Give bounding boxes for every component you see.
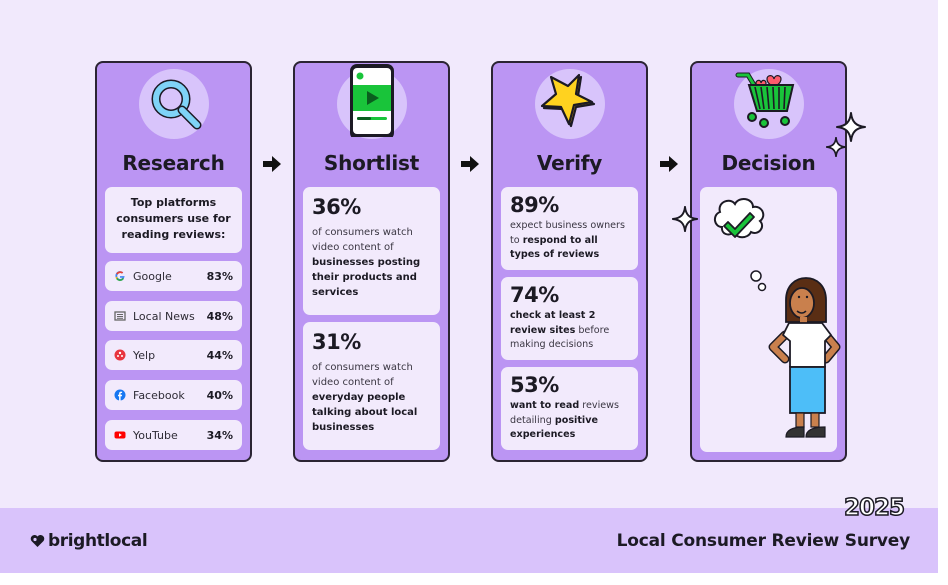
stat-value: 74% [510, 283, 559, 307]
survey-title: Local Consumer Review Survey [616, 531, 911, 551]
platform-name: Yelp [133, 348, 156, 362]
verify-panel: Verify 89% expect business owners to res… [491, 61, 648, 462]
google-icon [114, 270, 126, 282]
arrow-right-icon [461, 156, 479, 172]
platform-name: YouTube [133, 428, 178, 442]
star-icon [540, 73, 595, 128]
stat-description: of consumers watch video content of ever… [312, 362, 418, 433]
sparkle-icon [826, 137, 846, 157]
platform-row-facebook: Facebook 40% [105, 380, 242, 410]
stat-card: 89% expect business owners to respond to… [501, 187, 638, 270]
facebook-icon [114, 389, 126, 401]
platform-name: Local News [133, 309, 195, 323]
stat-card: 74% check at least 2 review sites before… [501, 277, 638, 360]
icon-backdrop [138, 69, 209, 139]
platform-name: Facebook [133, 388, 185, 402]
platform-value: 34% [206, 428, 233, 442]
footer-band [0, 508, 938, 573]
stat-card: 53% want to read reviews detailing posit… [501, 367, 638, 450]
platform-name: Google [133, 269, 172, 283]
stat-description: expect business owners to respond to all… [510, 220, 625, 260]
platform-value: 48% [206, 309, 233, 323]
magnifying-glass-icon [151, 79, 201, 130]
decision-panel: Decision [690, 61, 847, 462]
stage-title: Decision [721, 151, 816, 175]
youtube-icon [114, 429, 126, 441]
stat-value: 36% [312, 195, 361, 219]
decision-illustration-card [700, 187, 841, 452]
sparkle-icon [672, 206, 698, 232]
brand-logo: brightlocal [30, 531, 148, 551]
stat-card: 31% of consumers watch video content of … [303, 322, 440, 450]
stat-description: check at least 2 review sites before mak… [510, 310, 610, 350]
stage-title: Shortlist [323, 151, 420, 175]
stat-card: 36% of consumers watch video content of … [303, 187, 440, 315]
platform-row-youtube: YouTube 34% [105, 420, 242, 450]
platform-value: 83% [206, 269, 233, 283]
yelp-icon [114, 349, 126, 361]
arrow-right-icon [660, 156, 678, 172]
woman-thinking-checkmark-illustration [714, 198, 841, 438]
phone-video-icon [349, 64, 394, 137]
newspaper-icon [114, 310, 126, 322]
arrow-right-icon [263, 156, 281, 172]
shopping-cart-hearts-icon [735, 72, 794, 128]
stat-description: want to read reviews detailing positive … [510, 400, 619, 440]
platform-value: 40% [206, 388, 233, 402]
platform-row-local-news: Local News 48% [105, 301, 242, 331]
brightlocal-heart-pin-icon [30, 535, 45, 547]
brand-name: brightlocal [48, 531, 148, 551]
research-panel: Research Top platforms consumers use for… [95, 61, 252, 462]
icon-backdrop [733, 69, 804, 139]
intro-card: Top platforms consumers use for reading … [105, 187, 242, 253]
stage-title: Research [122, 151, 225, 175]
stage-title: Verify [536, 151, 603, 175]
stat-value: 53% [510, 373, 559, 397]
stat-value: 31% [312, 330, 361, 354]
stat-description: of consumers watch video content of busi… [312, 227, 421, 298]
platform-row-yelp: Yelp 44% [105, 340, 242, 370]
platform-row-google: Google 83% [105, 261, 242, 291]
survey-year: 2025 [843, 494, 906, 522]
icon-backdrop [336, 64, 407, 139]
shortlist-panel: Shortlist 36% of consumers watch video c… [293, 61, 450, 462]
icon-backdrop [534, 69, 605, 139]
platform-value: 44% [206, 348, 233, 362]
sparkle-icon [836, 112, 866, 142]
stat-value: 89% [510, 193, 559, 217]
